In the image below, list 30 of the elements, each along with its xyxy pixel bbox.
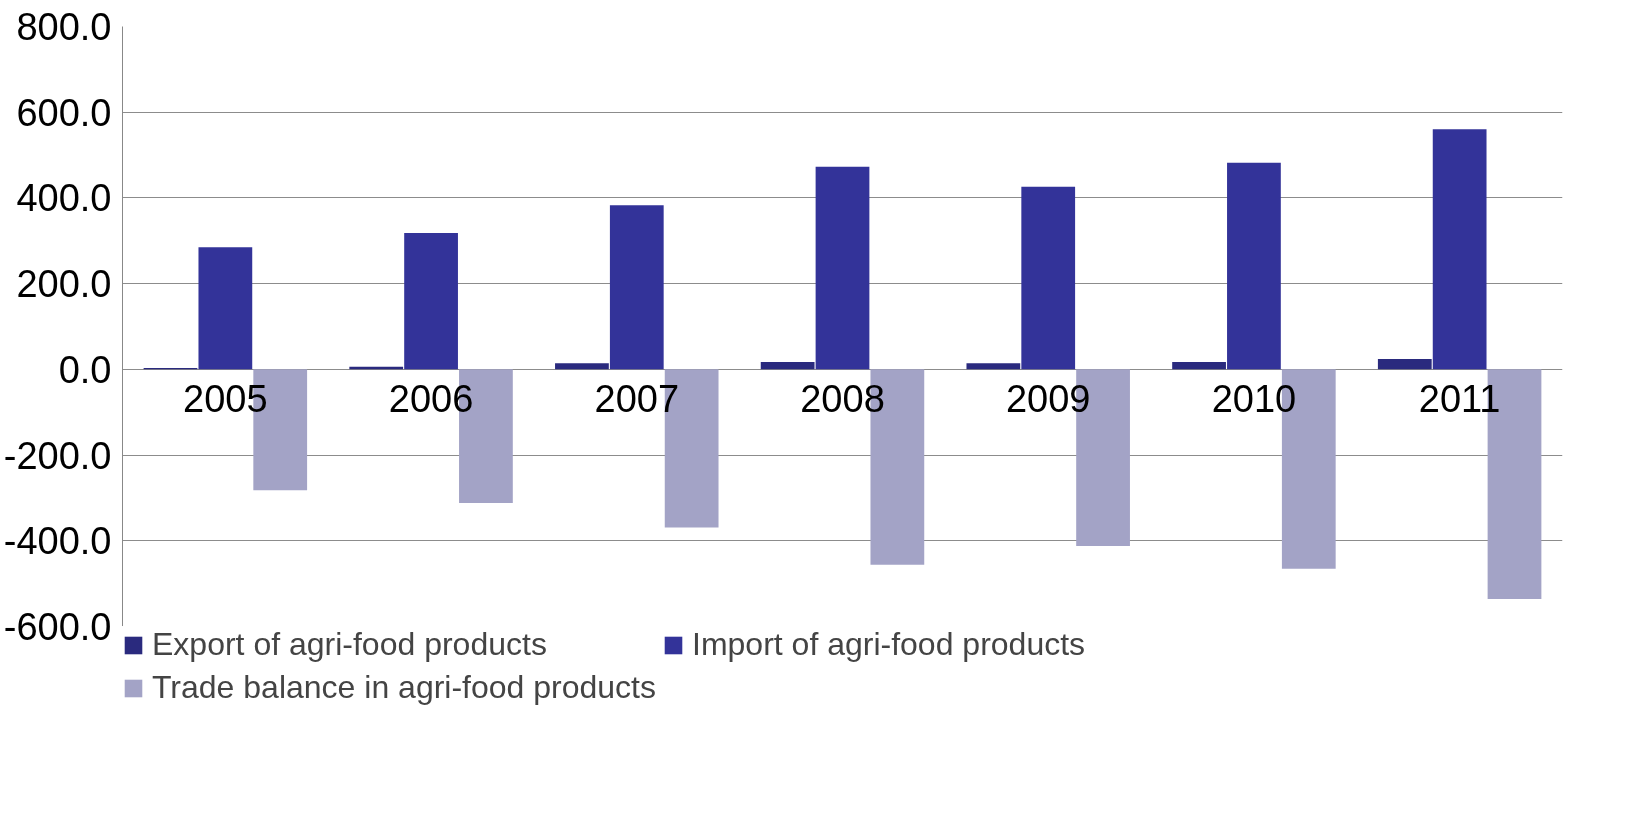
y-tick-label: -600.0 — [3, 606, 112, 648]
x-tick-label: 2006 — [388, 378, 474, 421]
y-tick-label: 600.0 — [16, 91, 112, 134]
y-tick-label: 0.0 — [58, 348, 112, 391]
bar — [404, 233, 458, 370]
x-tick-label: 2007 — [594, 378, 680, 421]
bar — [1432, 129, 1487, 370]
x-tick-label: 2011 — [1418, 378, 1501, 421]
bar — [966, 363, 1021, 370]
y-tick-label: 200.0 — [16, 263, 112, 306]
bar — [815, 166, 870, 370]
bar — [609, 205, 664, 370]
bar — [1227, 162, 1281, 370]
bar — [555, 363, 609, 370]
x-tick-label: 2009 — [1005, 378, 1091, 421]
bar — [760, 362, 815, 370]
bar — [1021, 186, 1076, 370]
legend-label: Import of agri-food products — [692, 626, 1086, 663]
y-tick-label: 800.0 — [16, 6, 112, 48]
y-tick-label: -200.0 — [3, 434, 112, 477]
legend-label: Trade balance in agri-food products — [152, 669, 656, 706]
bar — [1172, 362, 1226, 370]
legend-label: Export of agri-food products — [152, 626, 547, 663]
x-tick-label: 2005 — [183, 378, 268, 421]
x-tick-label: 2008 — [800, 378, 885, 421]
bar — [198, 247, 253, 370]
y-tick-label: 400.0 — [16, 177, 112, 220]
y-tick-label: -400.0 — [3, 520, 112, 563]
bar — [1377, 359, 1432, 370]
x-tick-label: 2010 — [1211, 378, 1297, 421]
